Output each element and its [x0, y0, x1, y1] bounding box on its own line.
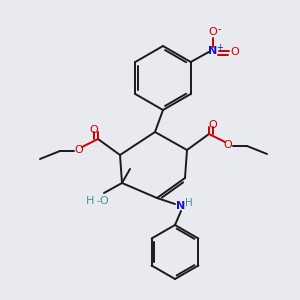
Text: O: O: [208, 27, 217, 37]
Text: O: O: [90, 125, 98, 135]
Text: O: O: [75, 145, 83, 155]
Text: O: O: [224, 140, 232, 150]
Text: +: +: [216, 44, 223, 52]
Text: N: N: [208, 46, 217, 56]
Text: H: H: [185, 198, 193, 208]
Text: N: N: [176, 201, 186, 211]
Text: O: O: [208, 120, 217, 130]
Text: H: H: [86, 196, 94, 206]
Text: -: -: [218, 24, 221, 34]
Text: O: O: [100, 196, 108, 206]
Text: O: O: [230, 47, 239, 57]
Text: -: -: [96, 196, 100, 206]
